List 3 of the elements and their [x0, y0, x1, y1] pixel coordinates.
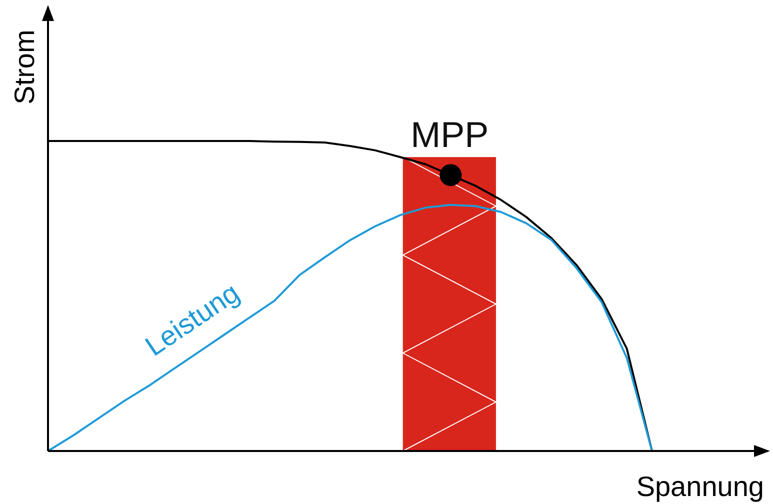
y-axis-title: Strom [9, 30, 40, 104]
x-axis-title: Spannung [636, 471, 764, 502]
annotation: MPP [410, 114, 489, 156]
